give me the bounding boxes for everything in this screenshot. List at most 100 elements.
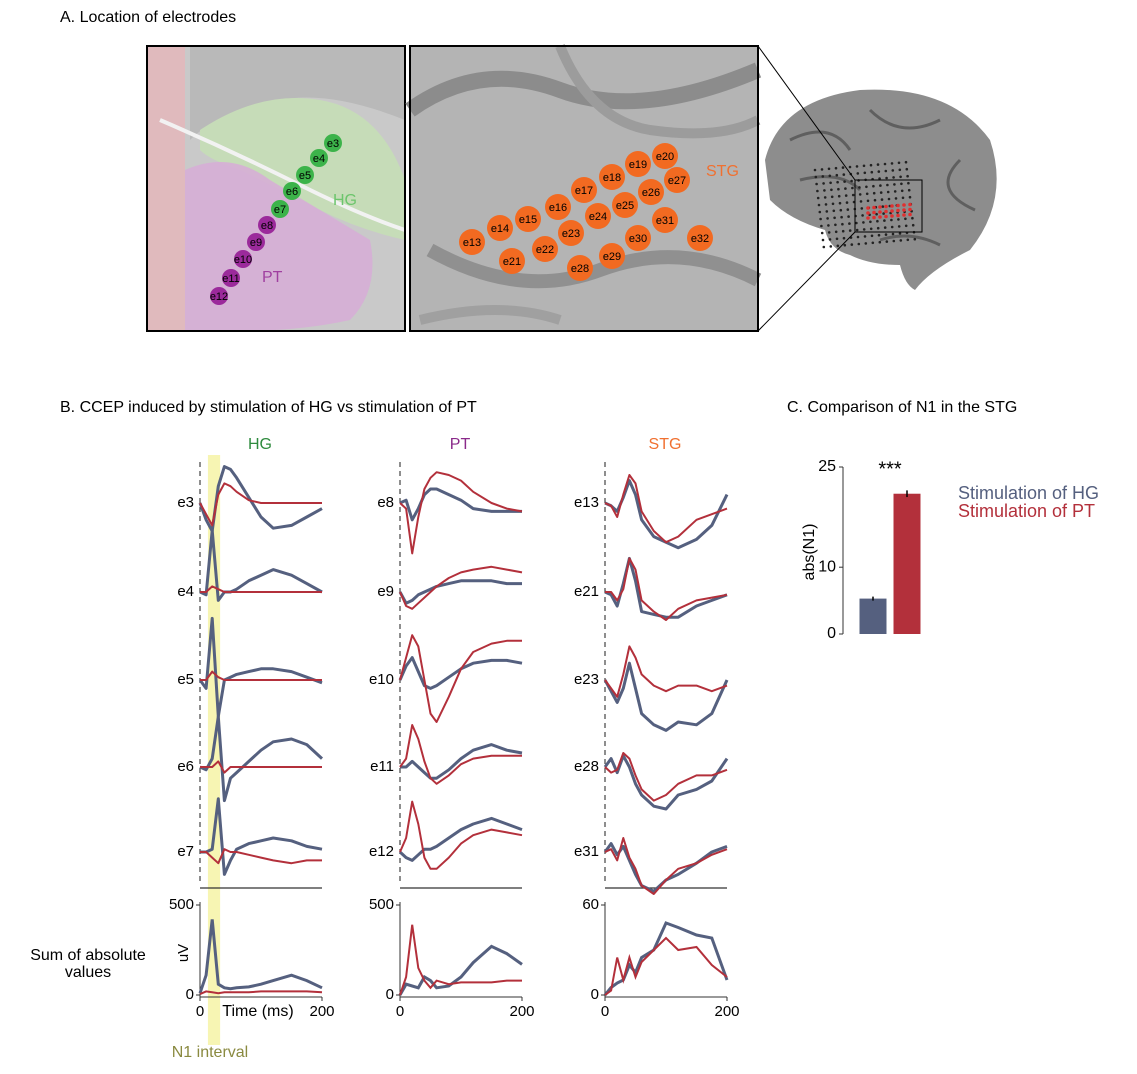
electrode-label: e22 (536, 244, 554, 256)
stg-dot (896, 209, 900, 213)
grid-dot (828, 231, 831, 234)
y-tick-label: 0 (386, 986, 394, 1003)
electrode-label: e10 (234, 254, 252, 266)
x-axis-label: Time (ms) (222, 1003, 293, 1020)
region-label: STG (706, 163, 739, 180)
grid-dot (892, 169, 895, 172)
grid-dot (826, 217, 829, 220)
trace-hg (400, 581, 522, 603)
grid-dot (885, 233, 888, 236)
grid-dot (884, 163, 887, 166)
grid-dot (891, 226, 894, 229)
row-label: e4 (177, 583, 194, 600)
x-tick-label: 0 (601, 1003, 609, 1020)
grid-dot (888, 198, 891, 201)
grid-dot (842, 230, 845, 233)
electrode-label: e29 (603, 251, 621, 263)
legend-entry: Stimulation of PT (958, 501, 1095, 521)
grid-dot (880, 191, 883, 194)
stg-dot (896, 214, 900, 218)
column-title: STG (649, 436, 682, 453)
n1-label: N1 interval (172, 1044, 248, 1061)
electrode-label: e9 (250, 237, 262, 249)
y-tick-label: 10 (818, 558, 836, 575)
y-tick-label: 0 (186, 986, 194, 1003)
grid-dot (897, 218, 900, 221)
grid-dot (845, 194, 848, 197)
grid-dot (893, 183, 896, 186)
grid-dot (823, 246, 826, 249)
column-title: PT (450, 436, 471, 453)
stg-dot (908, 203, 912, 207)
stg-dot (872, 206, 876, 210)
grid-dot (891, 162, 894, 165)
grid-dot (865, 242, 868, 245)
grid-dot (837, 245, 840, 248)
grid-dot (843, 173, 846, 176)
stg-dot (866, 206, 870, 210)
x-tick-label: 200 (509, 1003, 534, 1020)
grid-dot (851, 243, 854, 246)
legend-entry: Stimulation of HG (958, 483, 1099, 503)
electrode-label: e27 (668, 175, 686, 187)
electrode-label: e5 (299, 170, 311, 182)
grid-dot (878, 170, 881, 173)
grid-dot (828, 168, 831, 171)
grid-dot (860, 200, 863, 203)
electrode-label: e8 (261, 220, 273, 232)
stg-dot (890, 214, 894, 218)
grid-dot (901, 190, 904, 193)
figure: A. Location of electrodes HG PT STG B. C… (0, 0, 1137, 1069)
grid-dot (871, 235, 874, 238)
electrode-label: e20 (656, 151, 674, 163)
panel-c-title: C. Comparison of N1 in the STG (787, 399, 1017, 416)
trace-hg (605, 756, 727, 809)
stg-dot (866, 216, 870, 220)
grid-dot (824, 196, 827, 199)
electrode-label: e23 (562, 228, 580, 240)
grid-dot (911, 217, 914, 220)
stg-dot (902, 208, 906, 212)
grid-dot (867, 200, 870, 203)
grid-dot (843, 180, 846, 183)
sum-label: values (65, 964, 111, 981)
grid-dot (909, 196, 912, 199)
y-tick-label: 25 (818, 458, 836, 475)
sum-hg (605, 923, 727, 995)
trace-pt (400, 725, 522, 784)
grid-dot (826, 210, 829, 213)
grid-dot (839, 202, 842, 205)
electrode-label: e26 (642, 187, 660, 199)
grid-dot (830, 189, 833, 192)
grid-dot (848, 222, 851, 225)
stg-dot (890, 209, 894, 213)
grid-dot (841, 223, 844, 226)
grid-dot (858, 243, 861, 246)
row-label: e9 (377, 583, 394, 600)
grid-dot (832, 203, 835, 206)
grid-dot (864, 235, 867, 238)
row-label: e28 (574, 758, 599, 775)
grid-dot (816, 190, 819, 193)
grid-dot (914, 238, 917, 241)
grid-dot (822, 182, 825, 185)
y-tick-label: 500 (169, 896, 194, 913)
y-tick-label: 0 (827, 625, 836, 642)
grid-dot (886, 240, 889, 243)
grid-dot (822, 175, 825, 178)
region-label: HG (333, 192, 357, 209)
grid-dot (874, 199, 877, 202)
electrode-label: e7 (274, 204, 286, 216)
grid-dot (851, 187, 854, 190)
stg-dot (872, 211, 876, 215)
x-tick-label: 0 (396, 1003, 404, 1020)
bar (860, 599, 887, 634)
grid-dot (883, 219, 886, 222)
trace-pt (605, 475, 727, 542)
electrode-label: e12 (210, 291, 228, 303)
grid-dot (885, 170, 888, 173)
grid-dot (902, 197, 905, 200)
grid-dot (863, 165, 866, 168)
grid-dot (878, 234, 881, 237)
sum-label: Sum of absolute (30, 947, 146, 964)
